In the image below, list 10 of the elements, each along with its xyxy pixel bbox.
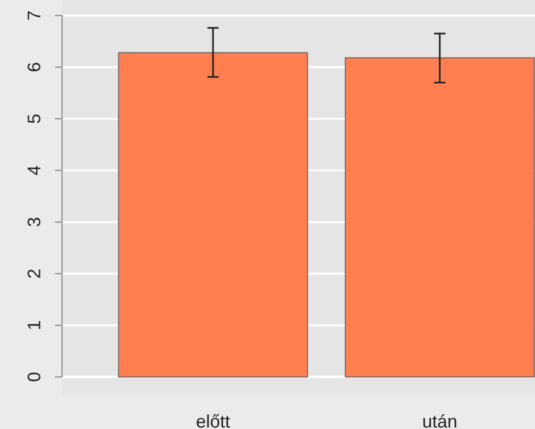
x-tick-label: előtt [196, 414, 230, 428]
y-tick-label: 3 [28, 218, 40, 226]
x-tick-label: után [423, 414, 456, 428]
y-tick-label: 4 [28, 166, 40, 175]
y-tick-label: 1 [28, 321, 40, 329]
y-tick-label: 0 [28, 372, 40, 382]
y-tick-label: 7 [28, 11, 40, 20]
y-tick-label: 6 [28, 62, 40, 72]
y-tick-label: 5 [28, 114, 40, 124]
y-tick-label: 2 [28, 270, 40, 278]
